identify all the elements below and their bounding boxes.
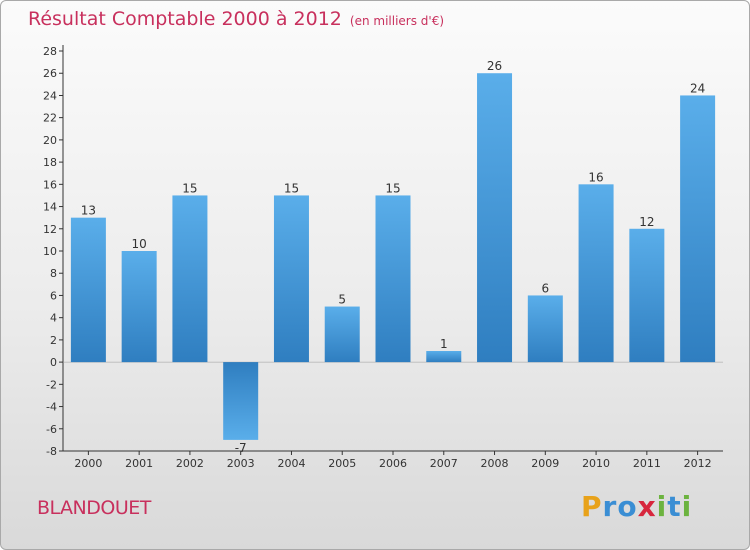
- commune-name: BLANDOUET: [37, 497, 151, 519]
- bar-2008: [477, 73, 513, 363]
- bar-label-2001: 10: [132, 237, 147, 251]
- bar-2005: [324, 306, 360, 363]
- bar-label-2006: 15: [385, 181, 400, 195]
- logo-letter: i: [656, 490, 668, 523]
- y-tick-label: 0: [50, 356, 57, 369]
- x-tick-label: 2010: [582, 457, 610, 470]
- y-tick-label: 28: [43, 45, 57, 58]
- x-tick-label: 2011: [633, 457, 661, 470]
- y-tick-label: 16: [43, 178, 57, 191]
- bar-2009: [527, 295, 563, 363]
- x-tick-label: 2002: [176, 457, 204, 470]
- bar-label-2007: 1: [440, 337, 448, 351]
- logo-letter: r: [602, 490, 618, 523]
- bar-2010: [578, 184, 614, 363]
- y-tick-label: -4: [46, 401, 57, 414]
- bar-label-2000: 13: [81, 204, 96, 218]
- bar-2007: [426, 351, 462, 363]
- bar-2003: [223, 362, 259, 440]
- bar-2011: [629, 228, 665, 363]
- y-tick-label: 14: [43, 201, 57, 214]
- bar-2006: [375, 195, 411, 363]
- bar-label-2008: 26: [487, 59, 502, 73]
- x-tick-label: 2000: [74, 457, 102, 470]
- y-tick-label: 18: [43, 156, 57, 169]
- bar-2012: [680, 95, 716, 363]
- x-tick-label: 2004: [277, 457, 305, 470]
- logo-letter: o: [617, 490, 638, 523]
- proxiti-logo[interactable]: Proxiti: [581, 490, 692, 523]
- y-tick-label: 4: [50, 312, 57, 325]
- y-tick-label: 8: [50, 267, 57, 280]
- chart-subtitle: (en milliers d'€): [349, 14, 445, 28]
- y-tick-label: 22: [43, 112, 57, 125]
- logo-letter: P: [581, 490, 603, 523]
- bar-label-2002: 15: [182, 181, 197, 195]
- bar-label-2009: 6: [541, 281, 549, 295]
- bar-2000: [70, 217, 106, 363]
- y-tick-label: -8: [46, 445, 57, 458]
- bar-2002: [172, 195, 208, 363]
- y-tick-label: 12: [43, 223, 57, 236]
- x-tick-label: 2001: [125, 457, 153, 470]
- y-tick-label: 6: [50, 289, 57, 302]
- bar-label-2011: 12: [639, 215, 654, 229]
- logo-letter: i: [681, 490, 693, 523]
- bars: 13 10 15 -7 15 5 15 1 26 6 16 12 24: [70, 59, 716, 455]
- x-tick-label: 2006: [379, 457, 407, 470]
- y-tick-label: 10: [43, 245, 57, 258]
- bar-label-2010: 16: [588, 170, 603, 184]
- x-tick-label: 2008: [481, 457, 509, 470]
- y-tick-label: -2: [46, 378, 57, 391]
- y-tick-label: 24: [43, 89, 57, 102]
- x-tick-label: 2012: [684, 457, 712, 470]
- x-axis-ticks: 2000 2001 2002 2003 2004 2005 2006 2007 2008 2009…: [74, 451, 712, 470]
- bar-label-2004: 15: [284, 181, 299, 195]
- chart-title: Résultat Comptable 2000 à 2012 (en millie…: [28, 8, 445, 30]
- y-tick-label: 20: [43, 134, 57, 147]
- y-tick-label: 2: [50, 334, 57, 347]
- x-tick-label: 2005: [328, 457, 356, 470]
- y-tick-label: -6: [46, 423, 57, 436]
- bar-2004: [273, 195, 309, 363]
- bar-label-2005: 5: [338, 293, 346, 307]
- x-tick-label: 2009: [531, 457, 559, 470]
- logo-letter: x: [637, 490, 657, 523]
- bar-label-2003: -7: [235, 441, 247, 455]
- y-tick-label: 26: [43, 67, 57, 80]
- logo-letter: t: [667, 490, 682, 523]
- bar-2001: [121, 251, 157, 363]
- x-tick-label: 2007: [430, 457, 458, 470]
- x-tick-label: 2003: [227, 457, 255, 470]
- bar-label-2012: 24: [690, 81, 705, 95]
